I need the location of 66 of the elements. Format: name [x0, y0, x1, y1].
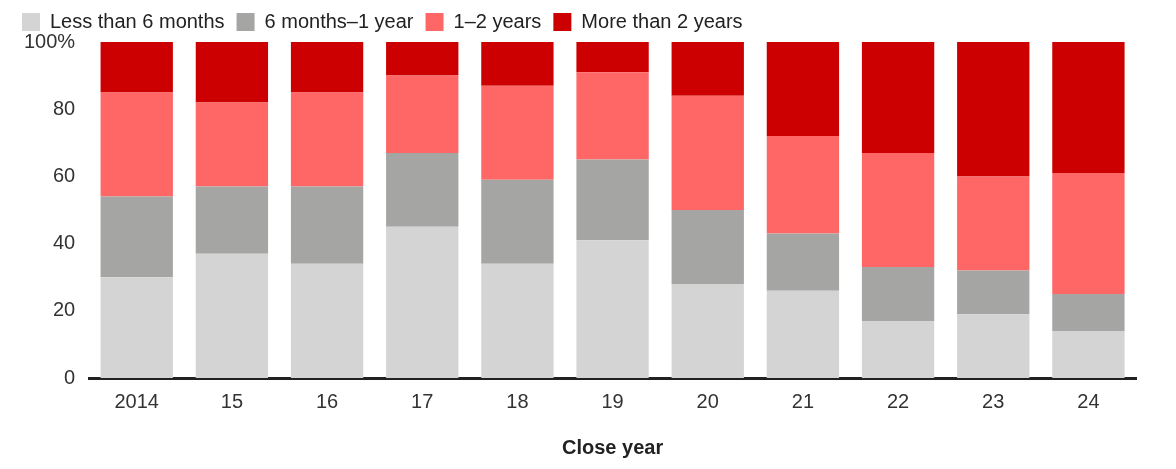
- bar: [1052, 173, 1125, 294]
- x-tick-label: 19: [601, 389, 624, 412]
- x-tick-label: 24: [1077, 389, 1100, 412]
- bar: [766, 42, 840, 137]
- bar: [957, 176, 1030, 271]
- bar: [100, 92, 173, 197]
- bar: [576, 72, 649, 160]
- bar: [576, 159, 649, 241]
- bar: [766, 136, 840, 234]
- bar: [386, 42, 459, 76]
- bar: [100, 277, 173, 378]
- x-tick-label: 22: [886, 389, 910, 412]
- bar: [290, 263, 364, 378]
- bar: [481, 179, 554, 264]
- bar: [957, 314, 1030, 378]
- bar: [1052, 42, 1125, 174]
- bar: [766, 233, 840, 291]
- bar: [195, 102, 269, 187]
- bar: [100, 196, 173, 278]
- y-tick-label: 40: [52, 231, 76, 254]
- x-tick-label: 17: [411, 389, 434, 412]
- y-tick-label: 60: [52, 163, 76, 186]
- bar: [861, 320, 935, 378]
- bar: [481, 42, 554, 86]
- bar: [386, 152, 459, 227]
- x-tick-label: 20: [696, 389, 719, 412]
- x-tick-label: 15: [220, 389, 244, 412]
- legend-label: More than 2 years: [581, 9, 743, 32]
- bar: [576, 42, 649, 73]
- bar: [195, 42, 269, 103]
- bar: [195, 186, 269, 254]
- bar: [861, 42, 935, 153]
- legend-label: Less than 6 months: [50, 9, 225, 32]
- legend-label: 6 months–1 year: [264, 9, 414, 32]
- bar: [290, 92, 364, 187]
- x-tick-label: 18: [506, 389, 529, 412]
- bar: [386, 226, 459, 378]
- x-tick-label: 16: [315, 389, 339, 412]
- bar: [957, 270, 1030, 315]
- bar: [1052, 330, 1125, 378]
- x-tick-label: 23: [982, 389, 1005, 412]
- y-tick-label: 80: [52, 96, 76, 119]
- x-tick-label: 21: [791, 389, 815, 412]
- y-tick-label: 20: [52, 298, 76, 321]
- bar: [671, 283, 744, 378]
- bar: [195, 253, 269, 378]
- bar: [671, 42, 744, 96]
- y-tick-label: 0: [64, 365, 76, 388]
- bar: [957, 42, 1030, 177]
- bar: [576, 240, 649, 378]
- x-axis-title: Close year: [561, 435, 664, 458]
- bar: [861, 267, 935, 321]
- bar: [1052, 294, 1125, 331]
- y-tick-label: 100%: [24, 29, 76, 52]
- bar: [481, 85, 554, 180]
- bar: [861, 152, 935, 268]
- bar: [671, 210, 744, 284]
- bar: [290, 186, 364, 264]
- legend-label: 1–2 years: [453, 9, 542, 32]
- bar: [290, 42, 364, 93]
- bar: [766, 290, 840, 378]
- bar: [386, 75, 459, 153]
- bar: [100, 42, 173, 93]
- bar: [671, 95, 744, 210]
- bar: [481, 263, 554, 378]
- x-tick-label: 2014: [114, 389, 159, 412]
